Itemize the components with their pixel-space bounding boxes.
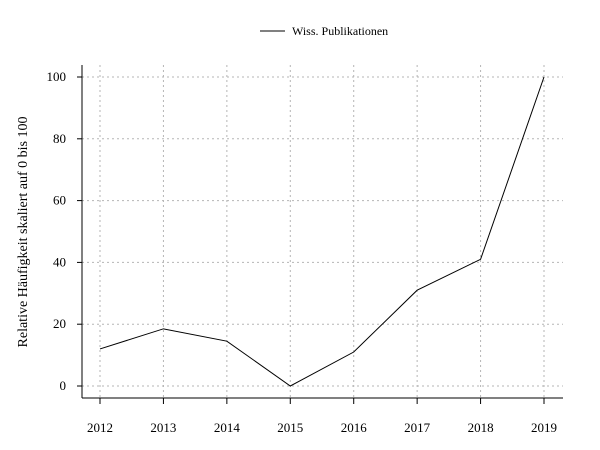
x-tick-label: 2015 bbox=[277, 420, 303, 435]
series-line bbox=[99, 76, 545, 387]
x-tick-label: 2014 bbox=[214, 420, 241, 435]
legend: Wiss. Publikationen bbox=[260, 24, 388, 38]
series-layer bbox=[99, 76, 545, 387]
y-axis-title: Relative Häufigkeit skaliert auf 0 bis 1… bbox=[16, 117, 31, 348]
x-tick-label: 2013 bbox=[150, 420, 176, 435]
x-tick-label: 2018 bbox=[468, 420, 494, 435]
x-tick-label: 2019 bbox=[531, 420, 557, 435]
y-tick-label: 100 bbox=[47, 69, 67, 84]
y-tick-label: 60 bbox=[53, 193, 66, 208]
legend-label: Wiss. Publikationen bbox=[292, 24, 388, 38]
x-tick-label: 2012 bbox=[87, 420, 113, 435]
y-tick-label: 40 bbox=[53, 254, 66, 269]
x-tick-label: 2016 bbox=[341, 420, 368, 435]
x-tick-label: 2017 bbox=[404, 420, 431, 435]
y-tick-label: 20 bbox=[53, 316, 66, 331]
y-tick-label: 0 bbox=[60, 378, 67, 393]
grid-layer bbox=[82, 65, 563, 398]
y-tick-label: 80 bbox=[53, 131, 66, 146]
axis-layer: 0 20 40 60 80 100 2012 2013 2014 2015 2016 2017 2018… bbox=[47, 65, 563, 435]
